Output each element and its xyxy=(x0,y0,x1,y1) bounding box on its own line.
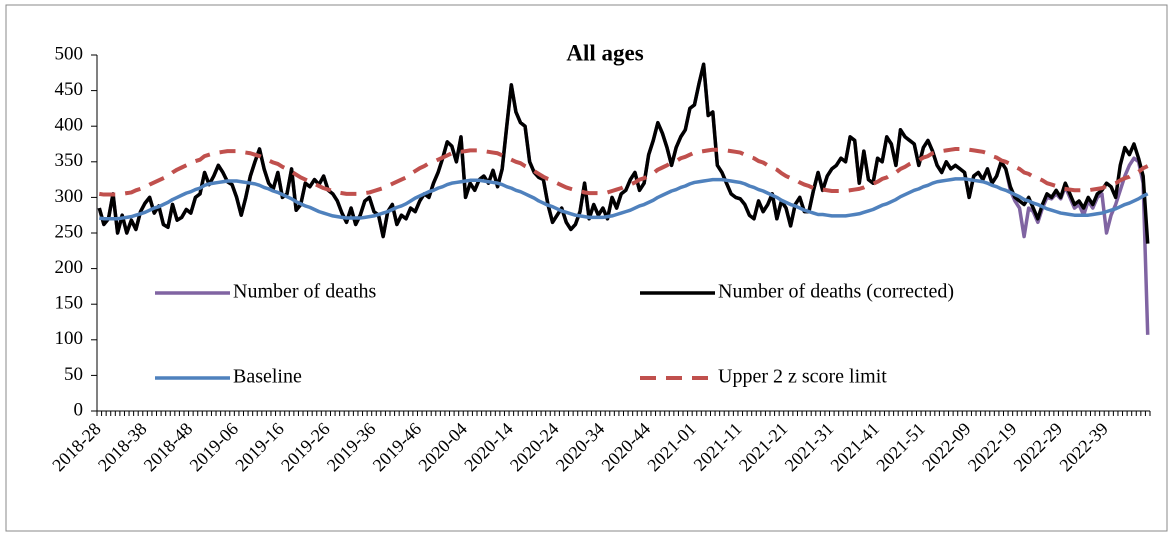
legend-label: Number of deaths (corrected) xyxy=(718,281,954,303)
y-tick-label: 150 xyxy=(55,293,84,314)
y-tick-label: 250 xyxy=(55,221,84,242)
legend-label: Upper 2 z score limit xyxy=(718,366,887,388)
legend-label: Baseline xyxy=(233,366,302,388)
y-tick-label: 0 xyxy=(74,399,84,420)
chart-border xyxy=(5,4,1168,532)
y-tick-label: 300 xyxy=(55,186,84,207)
series-line xyxy=(98,146,1149,197)
chart-title: All ages xyxy=(566,40,643,65)
y-tick-label: 100 xyxy=(55,328,84,349)
y-tick-label: 400 xyxy=(55,115,84,136)
y-tick-label: 350 xyxy=(55,150,84,171)
legend-label: Number of deaths xyxy=(233,281,377,303)
y-tick-label: 500 xyxy=(55,43,84,64)
y-tick-label: 200 xyxy=(55,257,84,278)
series-line xyxy=(99,177,1149,221)
y-tick-label: 50 xyxy=(64,364,83,385)
y-tick-label: 450 xyxy=(55,79,84,100)
